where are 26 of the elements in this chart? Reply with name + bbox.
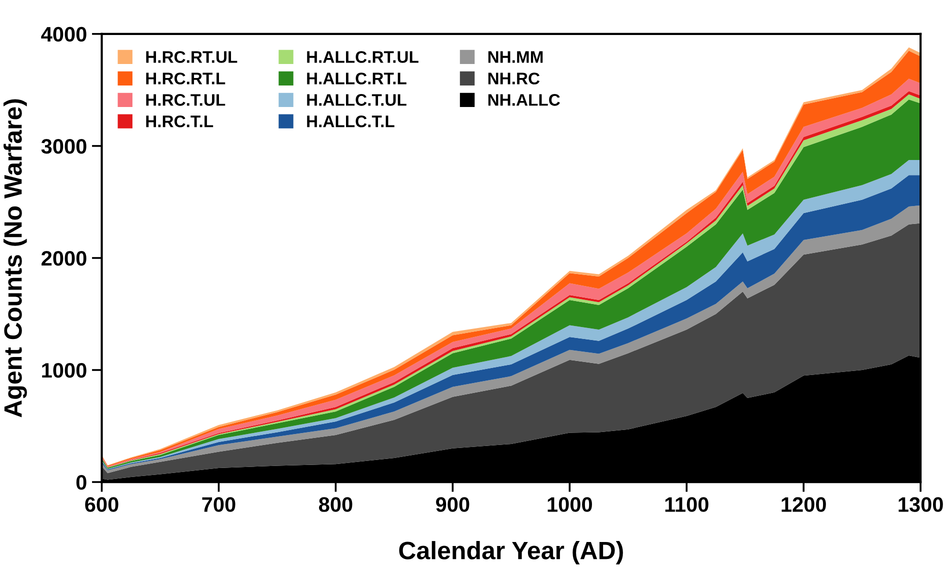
legend-label: H.RC.RT.UL [146,51,238,63]
legend-label: H.ALLC.RT.UL [307,51,418,63]
legend-label: H.RC.T.UL [146,94,226,106]
legend-label: H.ALLC.RT.L [307,72,406,84]
y-tick-label: 4000 [41,26,86,42]
x-tick-label: 1000 [548,497,592,512]
y-tick-label: 1000 [42,363,86,378]
y-axis-title: Agent Counts (No Warfare) [4,99,27,418]
legend-label: NH.MM [488,51,543,63]
legend-label: H.RC.RT.L [146,72,226,84]
legend-label: H.ALLC.T.L [307,116,394,128]
x-tick-label: 800 [318,497,352,512]
x-tick-label: 900 [436,497,470,512]
legend-label: NH.RC [488,72,540,84]
x-tick-label: 1100 [665,497,708,512]
y-tick-label: 3000 [41,138,86,154]
y-tick-label: 2000 [42,250,86,266]
y-tick-label: 0 [76,475,86,490]
x-axis-title: Calendar Year (AD) [399,541,623,564]
x-tick-label: 700 [202,497,236,512]
x-tick-label: 600 [85,497,118,512]
x-tick-label: 1300 [898,497,943,512]
legend-label: H.RC.T.L [146,116,214,128]
legend-label: H.ALLC.T.UL [307,94,406,106]
x-tick-label: 1200 [782,497,826,512]
legend-label: NH.ALLC [488,94,560,106]
